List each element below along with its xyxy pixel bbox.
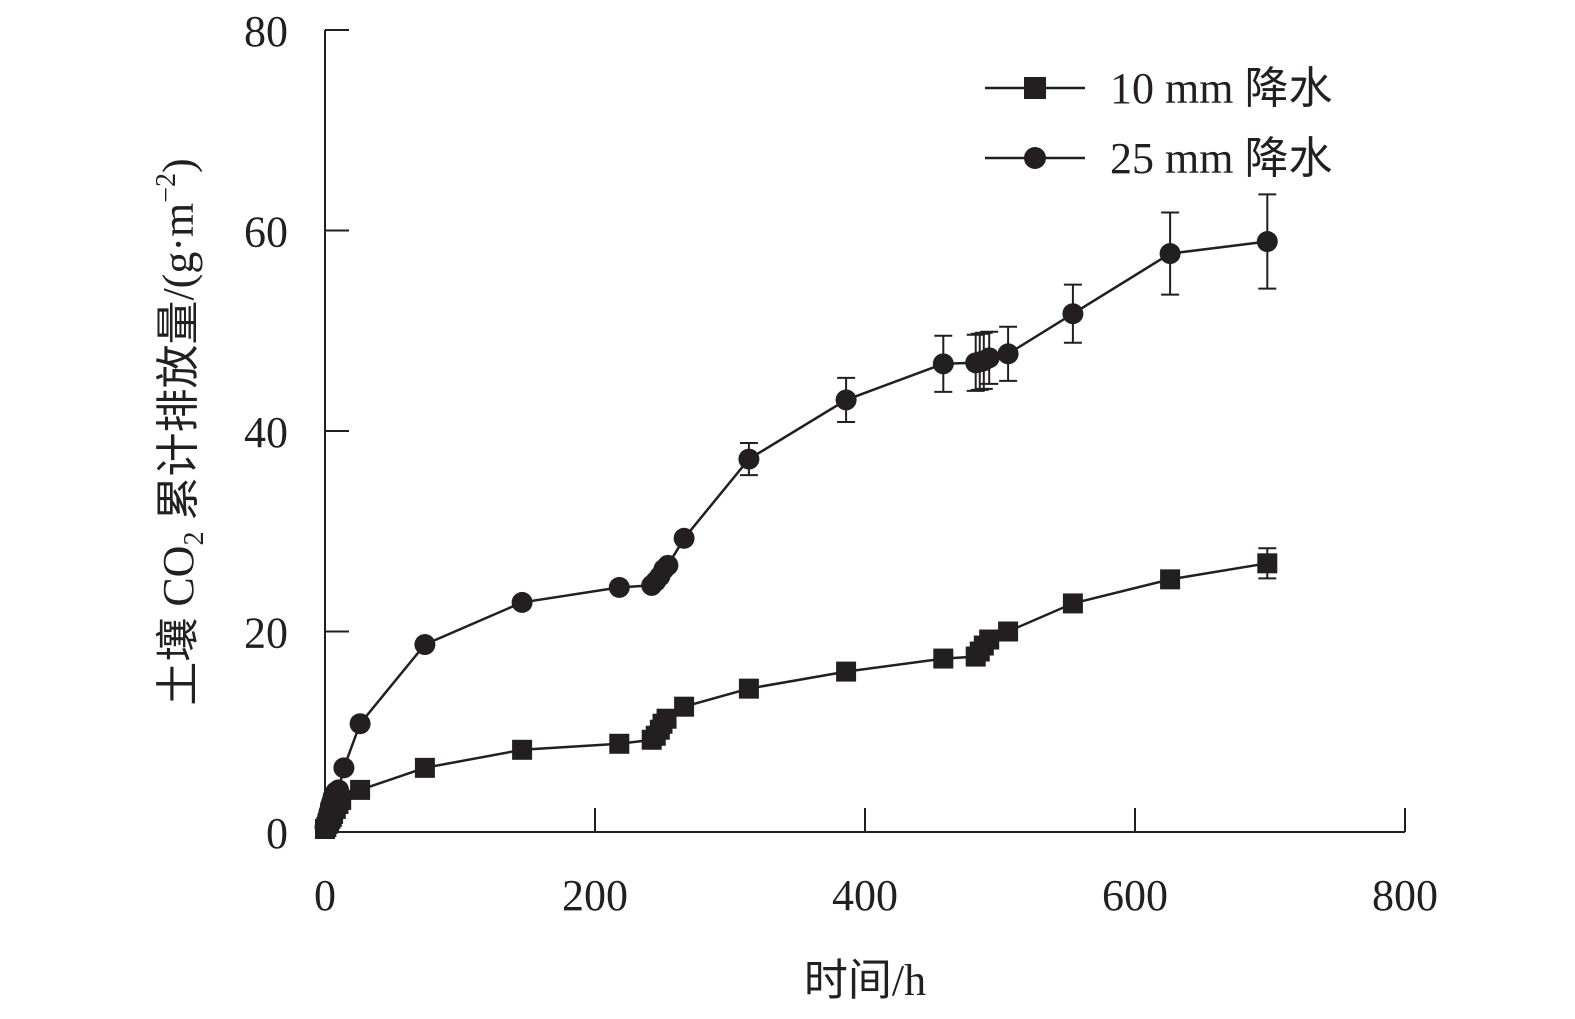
data-point <box>512 739 533 760</box>
data-point <box>978 347 1000 369</box>
x-axis-title: 时间/h <box>804 956 926 1005</box>
data-point <box>608 576 630 598</box>
data-point <box>609 733 630 754</box>
data-point <box>1257 553 1278 574</box>
data-point <box>414 634 436 656</box>
data-point <box>933 648 954 669</box>
data-point <box>1062 593 1083 614</box>
y-tick-label: 40 <box>244 408 288 457</box>
y-axis-title-part-2: 累计排放量/(g·m <box>154 203 203 532</box>
y-tick-label: 20 <box>244 609 288 658</box>
data-point <box>1062 303 1084 325</box>
series-2 <box>314 193 1278 838</box>
data-point <box>511 591 533 613</box>
data-point <box>738 448 760 470</box>
data-point <box>414 757 435 778</box>
y-axis-title-part-3: ) <box>154 158 203 173</box>
y-axis-title-subscript: 2 <box>179 532 210 546</box>
series-1 <box>315 547 1278 839</box>
y-tick-label: 60 <box>244 208 288 257</box>
y-axis-title-superscript: −2 <box>151 173 182 203</box>
ticks: 0 200 400 600 800 0 20 40 60 80 <box>244 7 1438 920</box>
x-tick-label: 600 <box>1102 871 1168 920</box>
data-point <box>979 629 1000 650</box>
data-point <box>673 527 695 549</box>
data-point <box>674 696 695 717</box>
data-point <box>1159 243 1181 265</box>
data-point <box>836 661 857 682</box>
data-point <box>1160 569 1181 590</box>
data-point <box>1256 231 1278 253</box>
y-axis-title: 土壤 CO2 累计排放量/(g·m−2) <box>151 158 210 705</box>
data-point <box>350 779 371 800</box>
data-point <box>657 554 679 576</box>
series-layer <box>314 193 1278 839</box>
data-point <box>997 343 1019 365</box>
data-point <box>656 708 677 729</box>
x-tick-label: 800 <box>1372 871 1438 920</box>
legend-label-25mm: 25 mm 降水 <box>1110 134 1332 183</box>
legend-marker-10mm <box>1024 77 1046 99</box>
y-tick-label: 0 <box>266 809 288 858</box>
data-point <box>998 621 1019 642</box>
y-axis-title-part-1: 土壤 CO <box>154 546 203 706</box>
data-point <box>333 757 355 779</box>
legend: 10 mm 降水 25 mm 降水 <box>985 64 1332 183</box>
x-tick-label: 400 <box>832 871 898 920</box>
data-point <box>932 353 954 375</box>
x-tick-label: 0 <box>314 871 336 920</box>
legend-label-10mm: 10 mm 降水 <box>1110 64 1332 113</box>
data-point <box>349 713 371 735</box>
y-tick-label: 80 <box>244 7 288 56</box>
data-point <box>738 678 759 699</box>
data-point <box>835 389 857 411</box>
legend-marker-25mm <box>1024 147 1046 169</box>
series-line <box>323 562 1268 830</box>
series-line <box>323 240 1268 828</box>
data-point <box>328 779 349 801</box>
x-tick-label: 200 <box>562 871 628 920</box>
